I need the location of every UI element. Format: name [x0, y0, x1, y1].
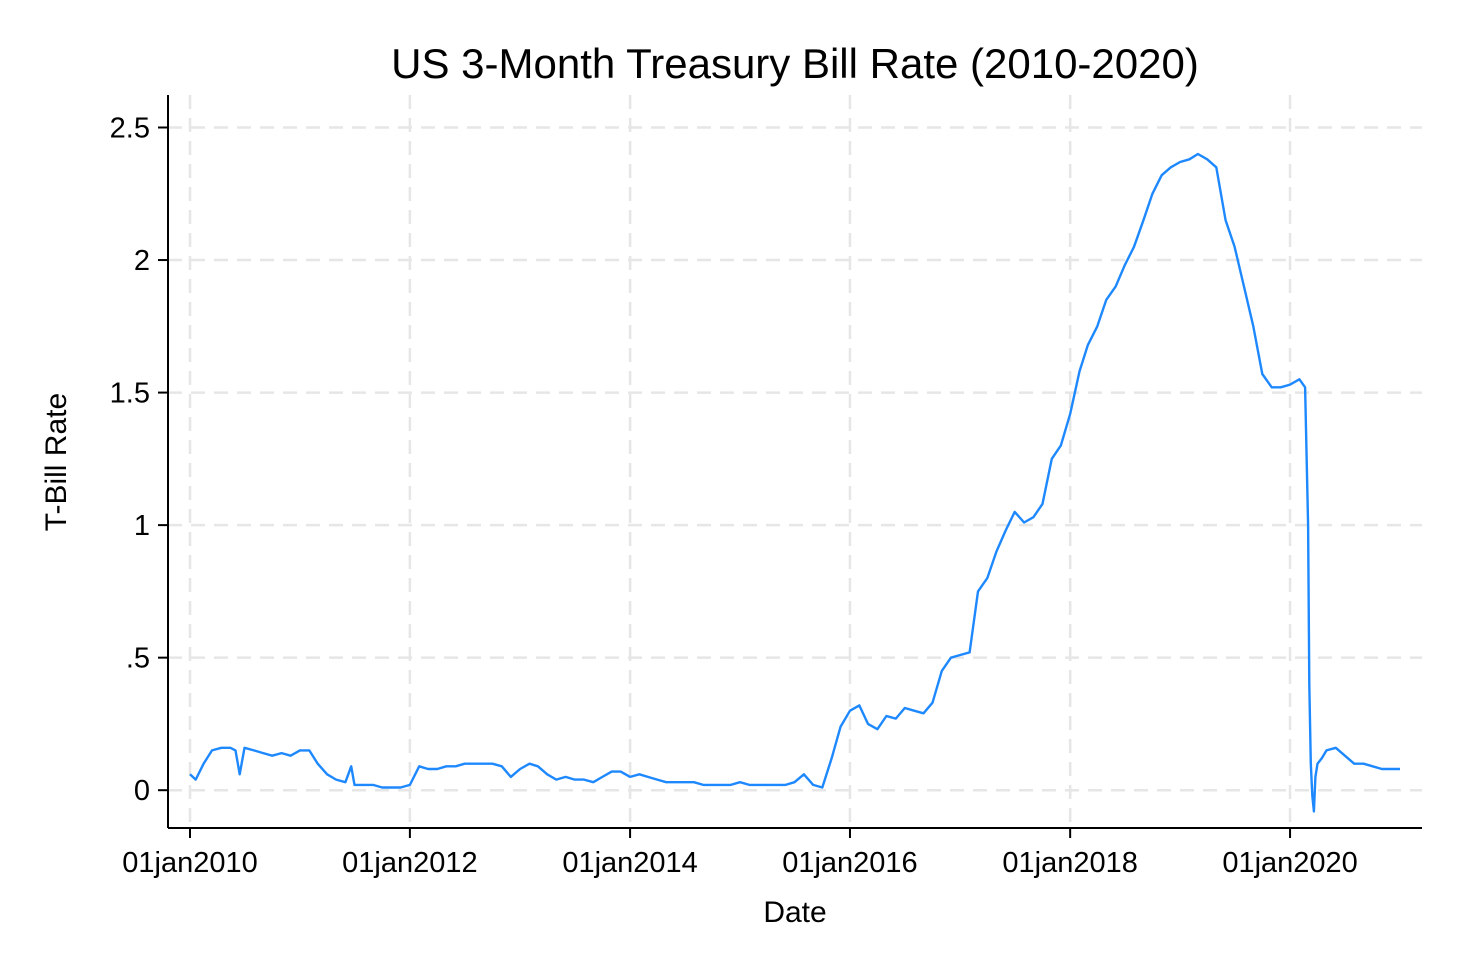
x-tick-label: 01jan2018	[1002, 847, 1137, 879]
y-tick-label: 1	[134, 510, 150, 542]
y-tick-label: .5	[126, 643, 150, 675]
axes	[167, 95, 1422, 829]
y-tick-label: 2.5	[110, 113, 150, 145]
chart-title: US 3-Month Treasury Bill Rate (2010-2020…	[391, 40, 1199, 87]
x-tick-label: 01jan2014	[562, 847, 697, 879]
y-tick-label: 1.5	[110, 378, 150, 410]
y-tick-label: 2	[134, 245, 150, 277]
x-tick-label: 01jan2016	[782, 847, 917, 879]
y-axis-label: T-Bill Rate	[40, 393, 73, 531]
x-tick-label: 01jan2010	[122, 847, 257, 879]
x-axis-label: Date	[763, 896, 826, 929]
x-tick-label: 01jan2020	[1222, 847, 1357, 879]
y-axis-ticks: 0 .5 1 1.5 2 2.5	[110, 113, 168, 807]
y-tick-label: 0	[134, 775, 150, 807]
series-group	[189, 152, 1400, 813]
gridlines	[168, 95, 1422, 828]
x-tick-label: 01jan2012	[342, 847, 477, 879]
x-axis-ticks: 01jan2010 01jan2012 01jan2014 01jan2016 01ja…	[122, 828, 1358, 879]
series-line-0	[189, 152, 1400, 813]
